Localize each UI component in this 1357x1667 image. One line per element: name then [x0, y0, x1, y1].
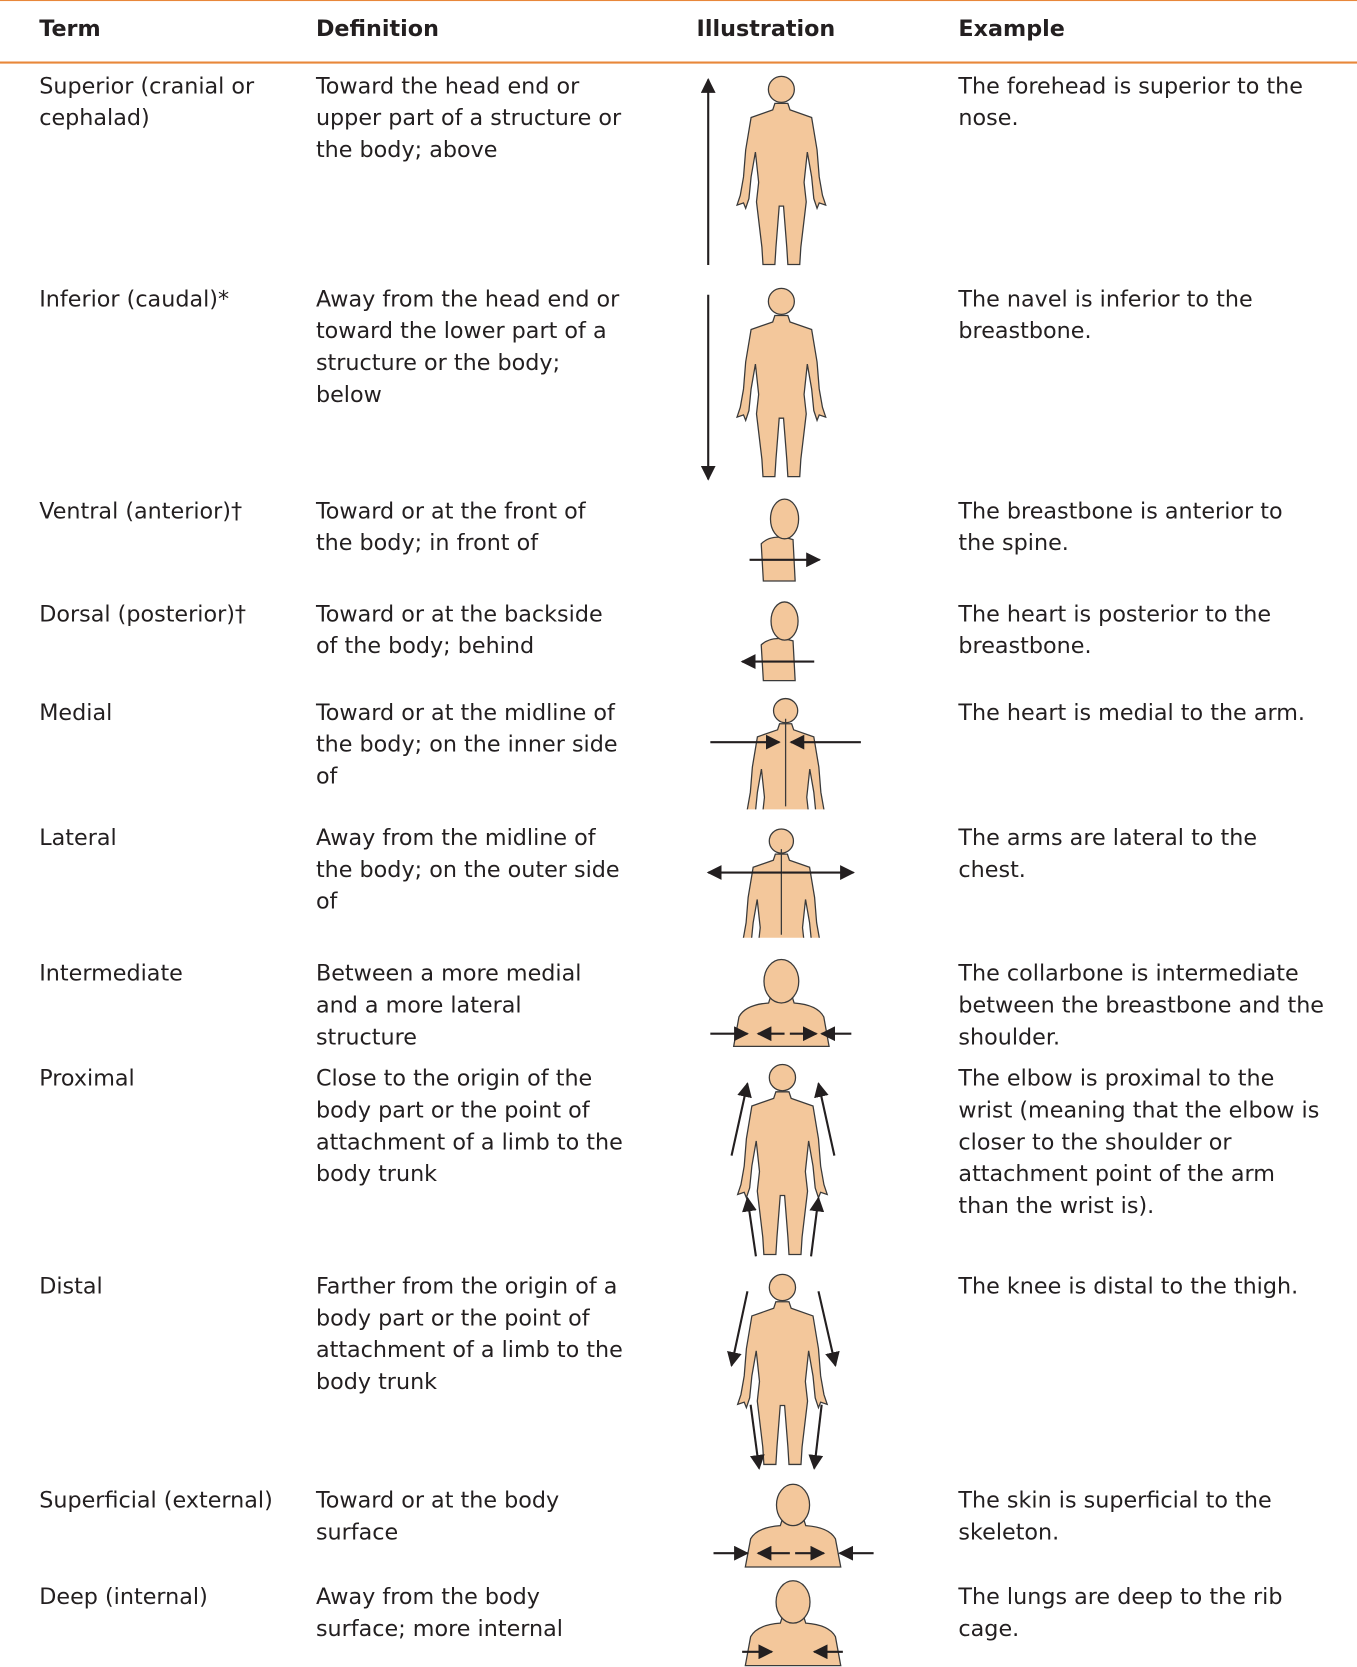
example: The lungs are deep to the rib cage. [958, 1583, 1283, 1642]
side-torso [760, 637, 796, 682]
definition: Toward or at the body surface [315, 1487, 560, 1545]
head [769, 498, 800, 540]
head [768, 1273, 797, 1302]
example: The knee is distal to the thigh. [958, 1273, 1299, 1299]
body-figure [736, 1063, 829, 1256]
body-figure [742, 828, 820, 938]
definition: Between a more medial and a more lateral… [315, 960, 582, 1050]
definition: Close to the origin of the body part or … [315, 1065, 623, 1187]
arrow [817, 1291, 840, 1367]
body-outline [736, 102, 827, 266]
head [767, 75, 795, 103]
definition: Away from the midline of the body; on th… [315, 824, 620, 914]
term: Inferior (caudal)* [39, 286, 230, 312]
head [763, 958, 800, 1004]
example: The breastbone is anterior to the spine. [958, 498, 1283, 556]
arrow [730, 1082, 752, 1156]
term: Proximal [39, 1065, 135, 1091]
top-rule [0, 0, 1357, 2]
header-cell: Definition [315, 15, 439, 42]
head [775, 1483, 811, 1527]
head [767, 287, 795, 316]
term: Medial [39, 699, 113, 726]
head [768, 1063, 797, 1092]
head [775, 1580, 811, 1624]
header-cell: Term [39, 15, 101, 42]
arrow [727, 1291, 749, 1367]
definition: Toward or at the front of the body; in f… [315, 498, 586, 556]
definition: Toward the head end or upper part of a s… [315, 73, 622, 163]
body-outline [736, 314, 827, 478]
arrow [814, 1082, 836, 1156]
arrow [808, 1404, 824, 1470]
example: The collarbone is intermediate between t… [958, 960, 1325, 1050]
term: Deep (internal) [39, 1583, 208, 1610]
example: The elbow is proximal to the wrist (mean… [958, 1065, 1320, 1219]
arrow [749, 1404, 765, 1470]
term: Superficial (external) [39, 1487, 273, 1513]
example: The skin is superficial to the skeleton. [958, 1487, 1272, 1545]
example: The heart is posterior to the breastbone… [958, 601, 1272, 659]
arrow [809, 1196, 825, 1257]
body-figure [736, 1273, 829, 1466]
definition: Farther from the origin of a body part o… [315, 1273, 623, 1395]
example: The arms are lateral to the chest. [958, 824, 1258, 883]
header-cell: Example [958, 15, 1065, 42]
body-figure [736, 75, 827, 266]
term: Superior (cranial or cephalad) [39, 73, 255, 131]
definition: Away from the head end or toward the low… [315, 286, 620, 408]
term: Dorsal (posterior)† [39, 601, 247, 627]
header-cell: Illustration [696, 15, 836, 42]
definition: Toward or at the midline of the body; on… [315, 699, 618, 789]
definition: Toward or at the backside of the body; b… [315, 601, 603, 659]
arrow [742, 1196, 757, 1257]
example: The forehead is superior to the nose. [958, 73, 1303, 131]
term: Distal [39, 1273, 103, 1299]
head [770, 601, 799, 641]
body-figure [736, 287, 827, 478]
term: Ventral (anterior)† [39, 498, 243, 524]
term: Lateral [39, 824, 117, 851]
example: The navel is inferior to the breastbone. [958, 286, 1253, 344]
example: The heart is medial to the arm. [958, 699, 1306, 726]
body-outline [736, 1091, 829, 1256]
term: Intermediate [39, 960, 183, 986]
definition: Away from the body surface; more interna… [315, 1583, 563, 1642]
header-rule [0, 61, 1357, 64]
body-outline [736, 1301, 829, 1466]
